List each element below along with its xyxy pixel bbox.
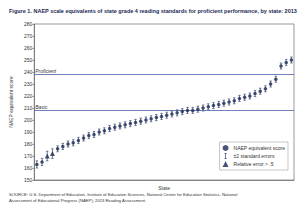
svg-text:160: 160 xyxy=(24,165,33,171)
svg-text:SOURCE: U.S. Department of Edu: SOURCE: U.S. Department of Education, In… xyxy=(9,192,239,197)
svg-text:Relative error > .5: Relative error > .5 xyxy=(234,161,274,167)
svg-text:270: 270 xyxy=(24,33,33,39)
svg-text:180: 180 xyxy=(24,141,33,147)
svg-text:230: 230 xyxy=(24,81,33,87)
svg-text:NAEP equivalent score: NAEP equivalent score xyxy=(234,145,286,151)
svg-text:Proficient: Proficient xyxy=(35,68,56,74)
svg-text:240: 240 xyxy=(24,69,33,75)
svg-text:State: State xyxy=(158,185,170,191)
svg-text:Figure 1. NAEP scale equivalen: Figure 1. NAEP scale equivalents of stat… xyxy=(9,8,297,14)
svg-text:220: 220 xyxy=(24,93,33,99)
svg-text:250: 250 xyxy=(24,57,33,63)
svg-text:210: 210 xyxy=(24,105,33,111)
svg-text:150: 150 xyxy=(24,177,33,183)
svg-text:190: 190 xyxy=(24,129,33,135)
svg-text:260: 260 xyxy=(24,45,33,51)
svg-text:170: 170 xyxy=(24,153,33,159)
svg-text:Basic: Basic xyxy=(35,104,48,110)
svg-text:Assessment of Educational Prog: Assessment of Educational Progress (NAEP… xyxy=(9,198,146,203)
svg-text:NAEP equivalent score: NAEP equivalent score xyxy=(8,76,14,128)
svg-text:280: 280 xyxy=(24,21,33,27)
svg-text:200: 200 xyxy=(24,117,33,123)
svg-text:±2 standard errors: ±2 standard errors xyxy=(234,153,275,159)
